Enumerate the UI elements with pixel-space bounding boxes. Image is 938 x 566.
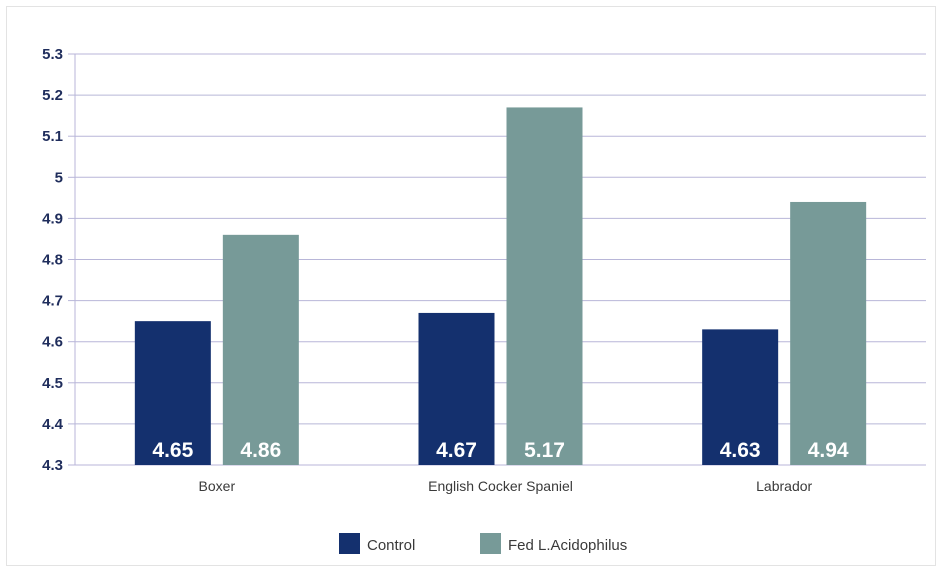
bar-labrador-fed-l-acidophilus	[790, 201, 867, 465]
bar-boxer-fed-l-acidophilus	[222, 234, 299, 465]
data-label: 4.67	[436, 439, 477, 462]
data-label: 4.94	[808, 439, 849, 462]
y-tick-label: 5.1	[42, 128, 63, 145]
data-label: 4.65	[152, 439, 193, 462]
y-tick-label: 4.4	[42, 416, 64, 433]
legend-label: Fed L.Acidophilus	[508, 537, 627, 554]
bars: 4.65 4.86 4.67 5.17 4.63 4.94	[134, 107, 867, 466]
y-tick-label: 5	[55, 169, 63, 186]
data-label: 5.17	[524, 439, 565, 462]
y-tick-label: 4.8	[42, 252, 63, 269]
bar-labrador-control	[702, 329, 779, 465]
bar-english-cocker-spaniel-control	[418, 312, 495, 465]
legend-swatch	[480, 533, 501, 554]
y-tick-label: 5.2	[42, 87, 63, 104]
x-category-label: Labrador	[756, 478, 812, 494]
y-tick-label: 5.3	[42, 46, 63, 63]
y-axis: 4.3 4.4 4.5 4.6 4.7 4.8 4.9 5 5.1 5.2 5.3	[42, 46, 76, 474]
y-tick-label: 4.9	[42, 210, 63, 227]
y-tick-label: 4.6	[42, 334, 63, 351]
bar-english-cocker-spaniel-fed-l-acidophilus	[506, 107, 583, 466]
bar-boxer-control	[134, 321, 211, 465]
data-label: 4.63	[720, 439, 761, 462]
legend-swatch	[339, 533, 360, 554]
x-category-label: English Cocker Spaniel	[428, 478, 573, 494]
x-axis-category-labels: Boxer English Cocker Spaniel Labrador	[199, 478, 813, 494]
gridlines	[75, 53, 926, 466]
legend-item: Control	[339, 533, 415, 554]
legend: Control Fed L.Acidophilus	[339, 533, 627, 554]
y-tick-label: 4.7	[42, 293, 63, 310]
legend-item: Fed L.Acidophilus	[480, 533, 627, 554]
y-tick-label: 4.3	[42, 457, 63, 474]
y-tick-label: 4.5	[42, 375, 63, 392]
legend-label: Control	[367, 537, 415, 554]
data-label: 4.86	[240, 439, 281, 462]
x-category-label: Boxer	[199, 478, 236, 494]
